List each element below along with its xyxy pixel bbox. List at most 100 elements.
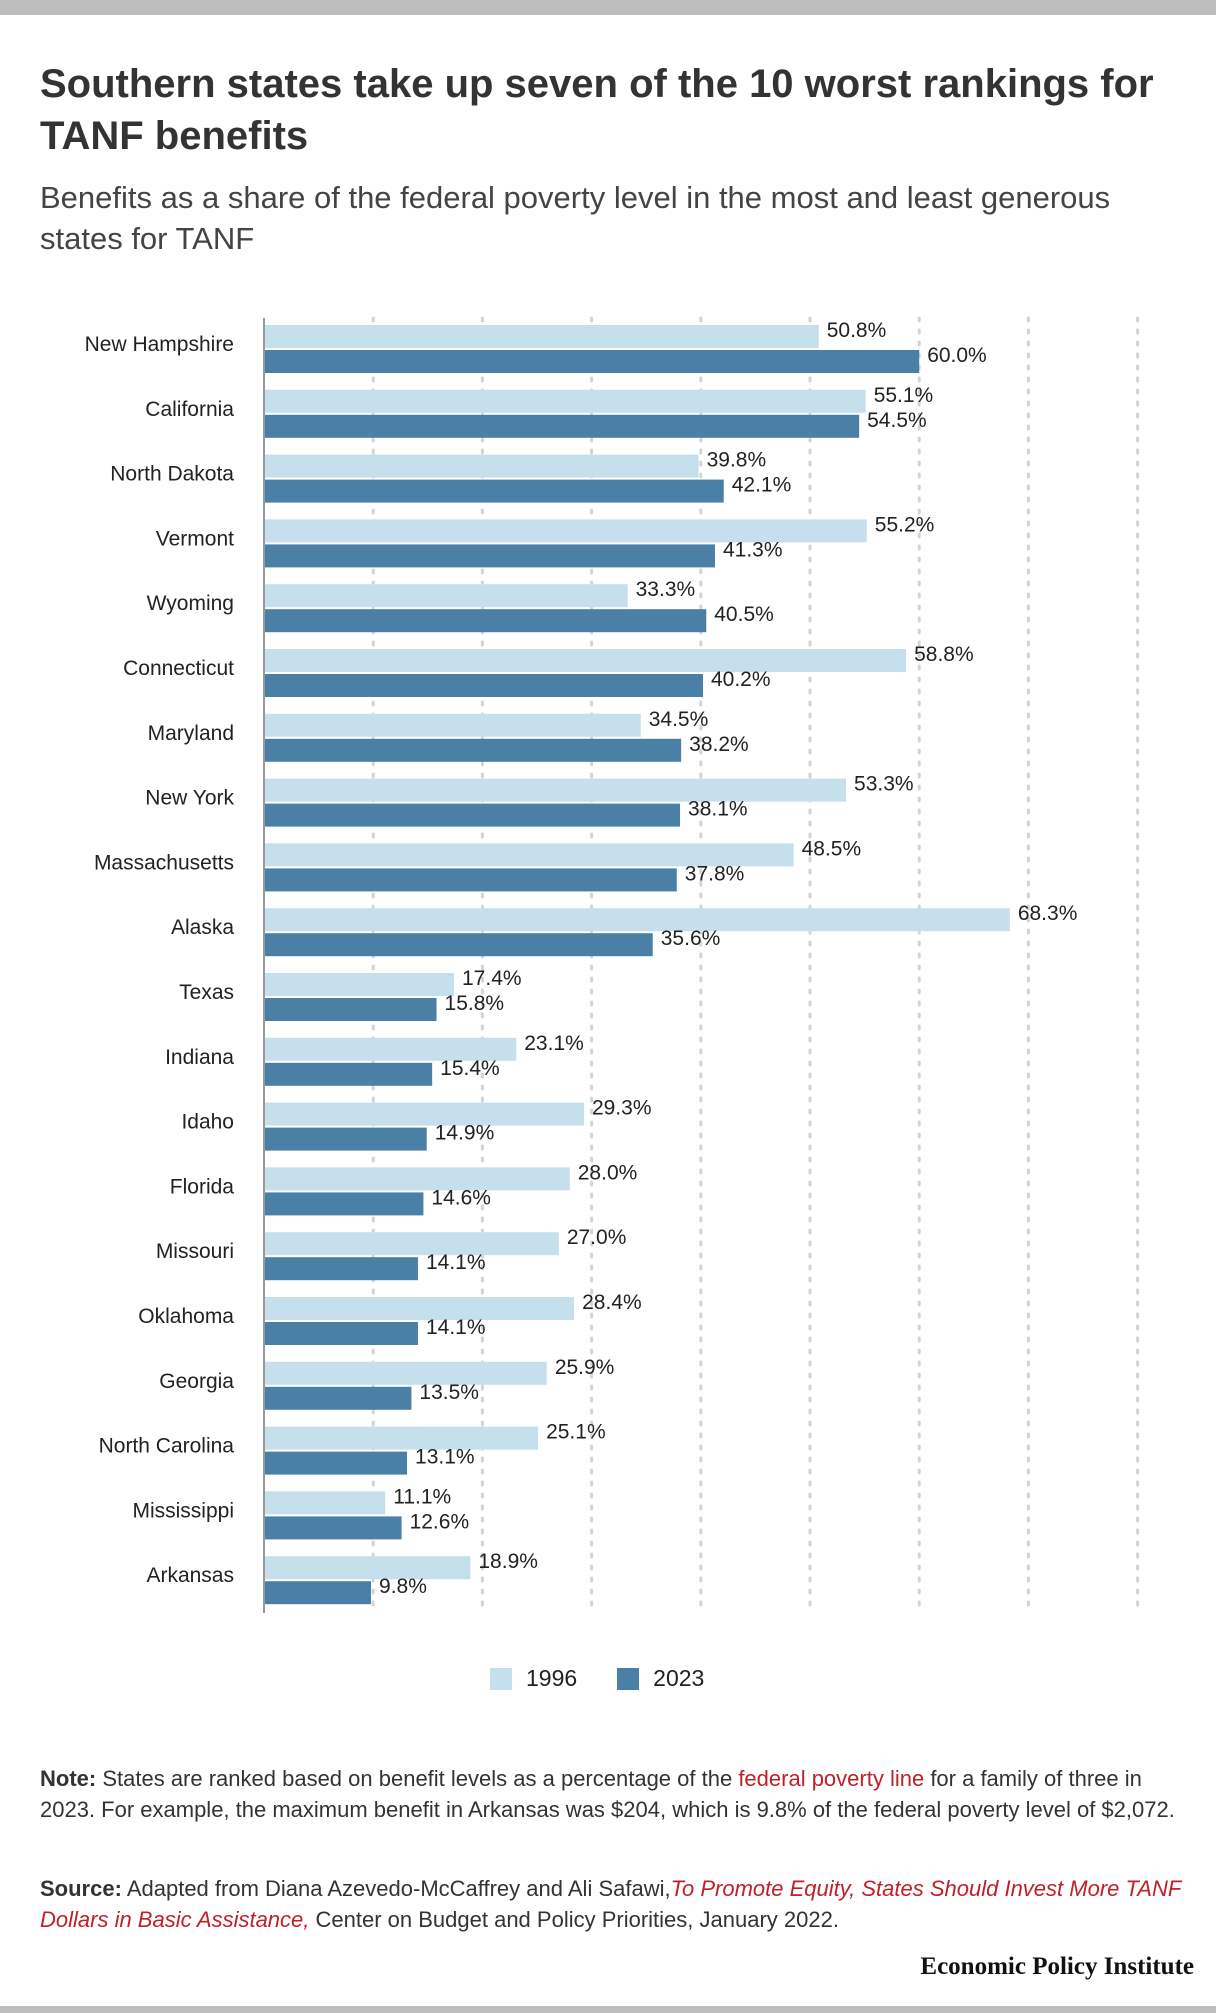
data-label-1996: 27.0% xyxy=(567,1226,627,1249)
data-label-2023: 37.8% xyxy=(685,862,745,885)
data-label-1996: 55.2% xyxy=(875,513,935,536)
data-label-1996: 17.4% xyxy=(462,967,522,990)
bar-2023 xyxy=(264,544,715,568)
data-label-1996: 23.1% xyxy=(524,1032,584,1055)
data-label-1996: 11.1% xyxy=(393,1485,451,1508)
bar-1996 xyxy=(264,1556,471,1580)
bar-2023 xyxy=(264,933,653,957)
data-label-1996: 29.3% xyxy=(592,1097,652,1120)
category-label: Connecticut xyxy=(123,657,234,680)
data-label-2023: 14.1% xyxy=(426,1316,486,1339)
bars: New Hampshire 50.8% 60.0% California 55.1%54… xyxy=(85,319,1077,1605)
category-label: Georgia xyxy=(159,1370,234,1393)
chart-subtitle: Benefits as a share of the federal pover… xyxy=(40,180,1111,256)
bar-1996 xyxy=(264,1297,575,1320)
bar-1996 xyxy=(264,1232,559,1256)
data-label-1996: 53.3% xyxy=(854,773,914,796)
bar-1996 xyxy=(264,1361,547,1385)
category-label: North Carolina xyxy=(99,1435,235,1458)
category-label: Maryland xyxy=(148,722,234,745)
source-text-after: Center on Budget and Policy Priorities, … xyxy=(309,1907,839,1932)
bar-1996 xyxy=(264,973,455,996)
bar-2023 xyxy=(264,1257,418,1281)
data-label-2023: 15.4% xyxy=(440,1057,500,1080)
category-label: Oklahoma xyxy=(138,1305,234,1328)
bar-1996 xyxy=(264,908,1010,932)
data-label-2023: 14.6% xyxy=(431,1186,491,1209)
bar-chart: New Hampshire 50.8% 60.0% California 55.1%54… xyxy=(85,316,1140,1615)
bar-1996 xyxy=(264,389,866,413)
data-label-1996: 39.8% xyxy=(707,449,767,472)
data-label-2023: 12.6% xyxy=(410,1510,470,1533)
data-label-2023: 41.3% xyxy=(723,538,783,561)
data-label-1996: 48.5% xyxy=(802,837,862,860)
source: Source: Adapted from Diana Azevedo-McCaf… xyxy=(40,1873,1200,1935)
bar-2023 xyxy=(264,1127,427,1151)
category-label: Arkansas xyxy=(146,1564,234,1587)
bar-2023 xyxy=(264,738,682,762)
bar-1996 xyxy=(264,1491,386,1515)
bar-1996 xyxy=(264,325,819,348)
bar-2023 xyxy=(264,479,724,503)
data-label-1996: 28.0% xyxy=(578,1161,638,1184)
data-label-2023: 42.1% xyxy=(732,474,792,497)
data-label-2023: 13.1% xyxy=(415,1446,475,1469)
bar-1996 xyxy=(264,584,628,608)
bar-2023 xyxy=(264,1516,402,1540)
bar-2023 xyxy=(264,350,920,373)
bar-1996 xyxy=(264,713,641,737)
note-label: Note: xyxy=(40,1766,97,1791)
data-label-1996: 18.9% xyxy=(478,1550,538,1573)
note: Note: States are ranked based on benefit… xyxy=(40,1763,1180,1825)
source-report-link[interactable]: To Promote Equity, States Should Invest … xyxy=(40,1876,1181,1932)
bar-2023 xyxy=(264,609,707,633)
legend-item-2023: 2023 xyxy=(617,1665,704,1692)
legend-swatch-2023 xyxy=(617,1667,640,1690)
category-label: Idaho xyxy=(181,1111,234,1134)
data-label-2023: 38.1% xyxy=(688,798,748,821)
legend-label-2023: 2023 xyxy=(653,1665,705,1691)
data-label-2023: 35.6% xyxy=(661,927,721,950)
bar-2023 xyxy=(264,998,437,1021)
source-text-before: Adapted from Diana Azevedo-McCaffrey and… xyxy=(121,1876,671,1901)
data-label-2023: 54.5% xyxy=(867,409,927,432)
epi-logo-text: Economic Policy Institute xyxy=(920,1953,1194,1980)
category-label: North Dakota xyxy=(110,463,234,486)
bottom-border-bar xyxy=(0,2006,1216,2013)
data-label-1996: 33.3% xyxy=(636,578,696,601)
top-border-bar xyxy=(0,0,1216,15)
bar-1996 xyxy=(264,649,907,672)
legend: 1996 2023 xyxy=(490,1665,744,1692)
bar-1996 xyxy=(264,1426,539,1450)
note-text-before: States are ranked based on benefit level… xyxy=(96,1766,739,1791)
category-label: Massachusetts xyxy=(94,851,234,874)
data-label-2023: 38.2% xyxy=(689,733,749,756)
data-label-1996: 58.8% xyxy=(914,643,974,666)
bar-1996 xyxy=(264,1167,570,1191)
category-label: Indiana xyxy=(165,1046,234,1069)
data-label-2023: 9.8% xyxy=(379,1575,427,1598)
bar-2023 xyxy=(264,868,677,892)
category-label: Florida xyxy=(170,1175,235,1198)
bar-2023 xyxy=(264,1581,372,1605)
bar-1996 xyxy=(264,1102,584,1126)
bar-1996 xyxy=(264,843,794,867)
bar-1996 xyxy=(264,1037,517,1061)
note-text-after: for a family of three in 2023. For examp… xyxy=(40,1766,1175,1822)
bar-1996 xyxy=(264,519,867,543)
grid-lines xyxy=(371,316,1140,1615)
category-label: Mississippi xyxy=(132,1499,234,1522)
data-label-1996: 25.9% xyxy=(555,1356,615,1379)
data-label-2023: 60.0% xyxy=(927,344,987,367)
bar-2023 xyxy=(264,1192,424,1216)
data-label-2023: 40.5% xyxy=(714,603,774,626)
data-label-1996: 50.8% xyxy=(827,319,887,342)
chart-title: Southern states take up seven of the 10 … xyxy=(40,62,1154,158)
bar-2023 xyxy=(264,674,703,697)
data-label-2023: 13.5% xyxy=(419,1381,479,1404)
federal-poverty-line-link[interactable]: federal poverty line xyxy=(738,1766,925,1791)
data-label-2023: 15.8% xyxy=(445,992,505,1015)
data-label-1996: 55.1% xyxy=(874,384,934,407)
legend-swatch-1996 xyxy=(490,1667,512,1690)
data-label-1996: 25.1% xyxy=(546,1421,606,1444)
